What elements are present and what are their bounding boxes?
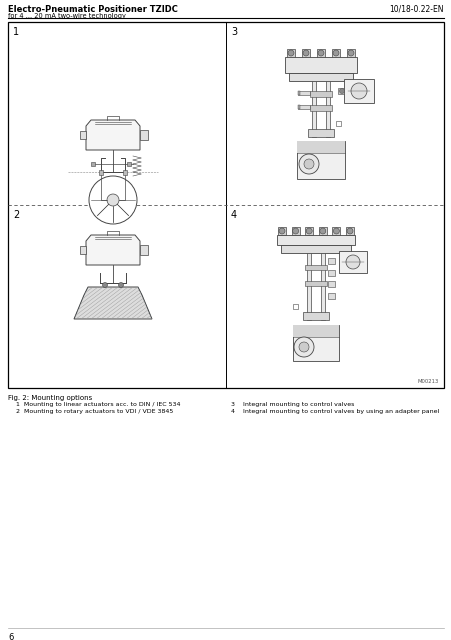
Polygon shape <box>86 235 140 265</box>
Bar <box>325 81 329 137</box>
Bar <box>292 325 338 337</box>
Bar <box>304 265 326 270</box>
Text: Electro-Pneumatic Positioner TZIDC: Electro-Pneumatic Positioner TZIDC <box>8 5 178 14</box>
Text: 3    Integral mounting to control valves: 3 Integral mounting to control valves <box>230 402 354 407</box>
Circle shape <box>118 282 123 287</box>
Bar <box>318 227 326 235</box>
Circle shape <box>292 228 298 234</box>
Bar <box>345 227 353 235</box>
Circle shape <box>278 228 285 234</box>
Circle shape <box>345 255 359 269</box>
Bar <box>307 129 333 137</box>
Circle shape <box>304 159 313 169</box>
Bar <box>8 22 443 388</box>
Circle shape <box>293 337 313 357</box>
Bar <box>343 79 373 103</box>
Bar <box>297 105 309 109</box>
Text: Fig. 2: Mounting options: Fig. 2: Mounting options <box>8 395 92 401</box>
Bar <box>320 253 324 320</box>
Bar <box>292 304 297 309</box>
Bar <box>297 105 299 109</box>
Circle shape <box>299 154 318 174</box>
Bar <box>140 130 147 140</box>
Text: for 4 ... 20 mA two-wire technology: for 4 ... 20 mA two-wire technology <box>8 13 125 19</box>
Bar <box>327 258 334 264</box>
Bar <box>302 312 328 320</box>
Bar <box>337 88 343 94</box>
Bar <box>335 121 340 126</box>
Text: 1  Mounting to linear actuators acc. to DIN / IEC 534: 1 Mounting to linear actuators acc. to D… <box>12 402 180 407</box>
Text: 2: 2 <box>13 210 19 220</box>
Circle shape <box>318 50 323 56</box>
Bar <box>80 131 86 139</box>
Polygon shape <box>74 287 152 319</box>
Bar <box>327 293 334 299</box>
Bar <box>288 73 352 81</box>
Bar <box>285 57 356 73</box>
Circle shape <box>102 282 107 287</box>
Circle shape <box>339 88 344 93</box>
Circle shape <box>350 83 366 99</box>
Bar <box>346 49 354 57</box>
Circle shape <box>287 50 293 56</box>
Bar <box>304 227 313 235</box>
Bar <box>297 91 309 95</box>
Bar <box>296 141 344 153</box>
Bar <box>331 227 340 235</box>
Bar <box>296 141 344 179</box>
Polygon shape <box>74 287 152 319</box>
Bar <box>140 245 147 255</box>
Circle shape <box>302 50 308 56</box>
Text: 6: 6 <box>8 633 14 640</box>
Bar <box>277 227 285 235</box>
Text: 2  Mounting to rotary actuators to VDI / VDE 3845: 2 Mounting to rotary actuators to VDI / … <box>12 409 173 414</box>
Circle shape <box>319 228 325 234</box>
Bar <box>306 253 310 320</box>
Circle shape <box>347 50 353 56</box>
Bar <box>91 162 95 166</box>
Bar <box>327 269 334 276</box>
Bar <box>327 282 334 287</box>
Bar <box>297 91 299 95</box>
Bar <box>127 162 131 166</box>
Bar <box>309 105 331 111</box>
Bar <box>286 49 295 57</box>
Circle shape <box>89 176 137 224</box>
Bar <box>311 81 315 137</box>
Circle shape <box>305 228 312 234</box>
Text: M00213: M00213 <box>417 379 438 384</box>
Bar <box>309 91 331 97</box>
Bar <box>304 281 326 286</box>
Polygon shape <box>86 120 140 150</box>
Bar <box>281 245 350 253</box>
Bar <box>338 251 366 273</box>
Circle shape <box>333 228 339 234</box>
Circle shape <box>346 228 352 234</box>
Circle shape <box>299 342 308 352</box>
Bar <box>99 170 103 175</box>
Text: 4: 4 <box>230 210 237 220</box>
Bar <box>331 49 339 57</box>
Bar <box>292 325 338 361</box>
Bar <box>291 227 299 235</box>
Bar <box>80 246 86 254</box>
Text: 3: 3 <box>230 27 237 37</box>
Text: 10/18-0.22-EN: 10/18-0.22-EN <box>389 5 443 14</box>
Bar <box>123 170 127 175</box>
Circle shape <box>107 194 119 206</box>
Bar <box>316 49 324 57</box>
Circle shape <box>332 50 338 56</box>
Bar <box>301 49 309 57</box>
Text: 4    Integral mounting to control valves by using an adapter panel: 4 Integral mounting to control valves by… <box>230 409 438 414</box>
Bar <box>276 235 354 245</box>
Text: 1: 1 <box>13 27 19 37</box>
